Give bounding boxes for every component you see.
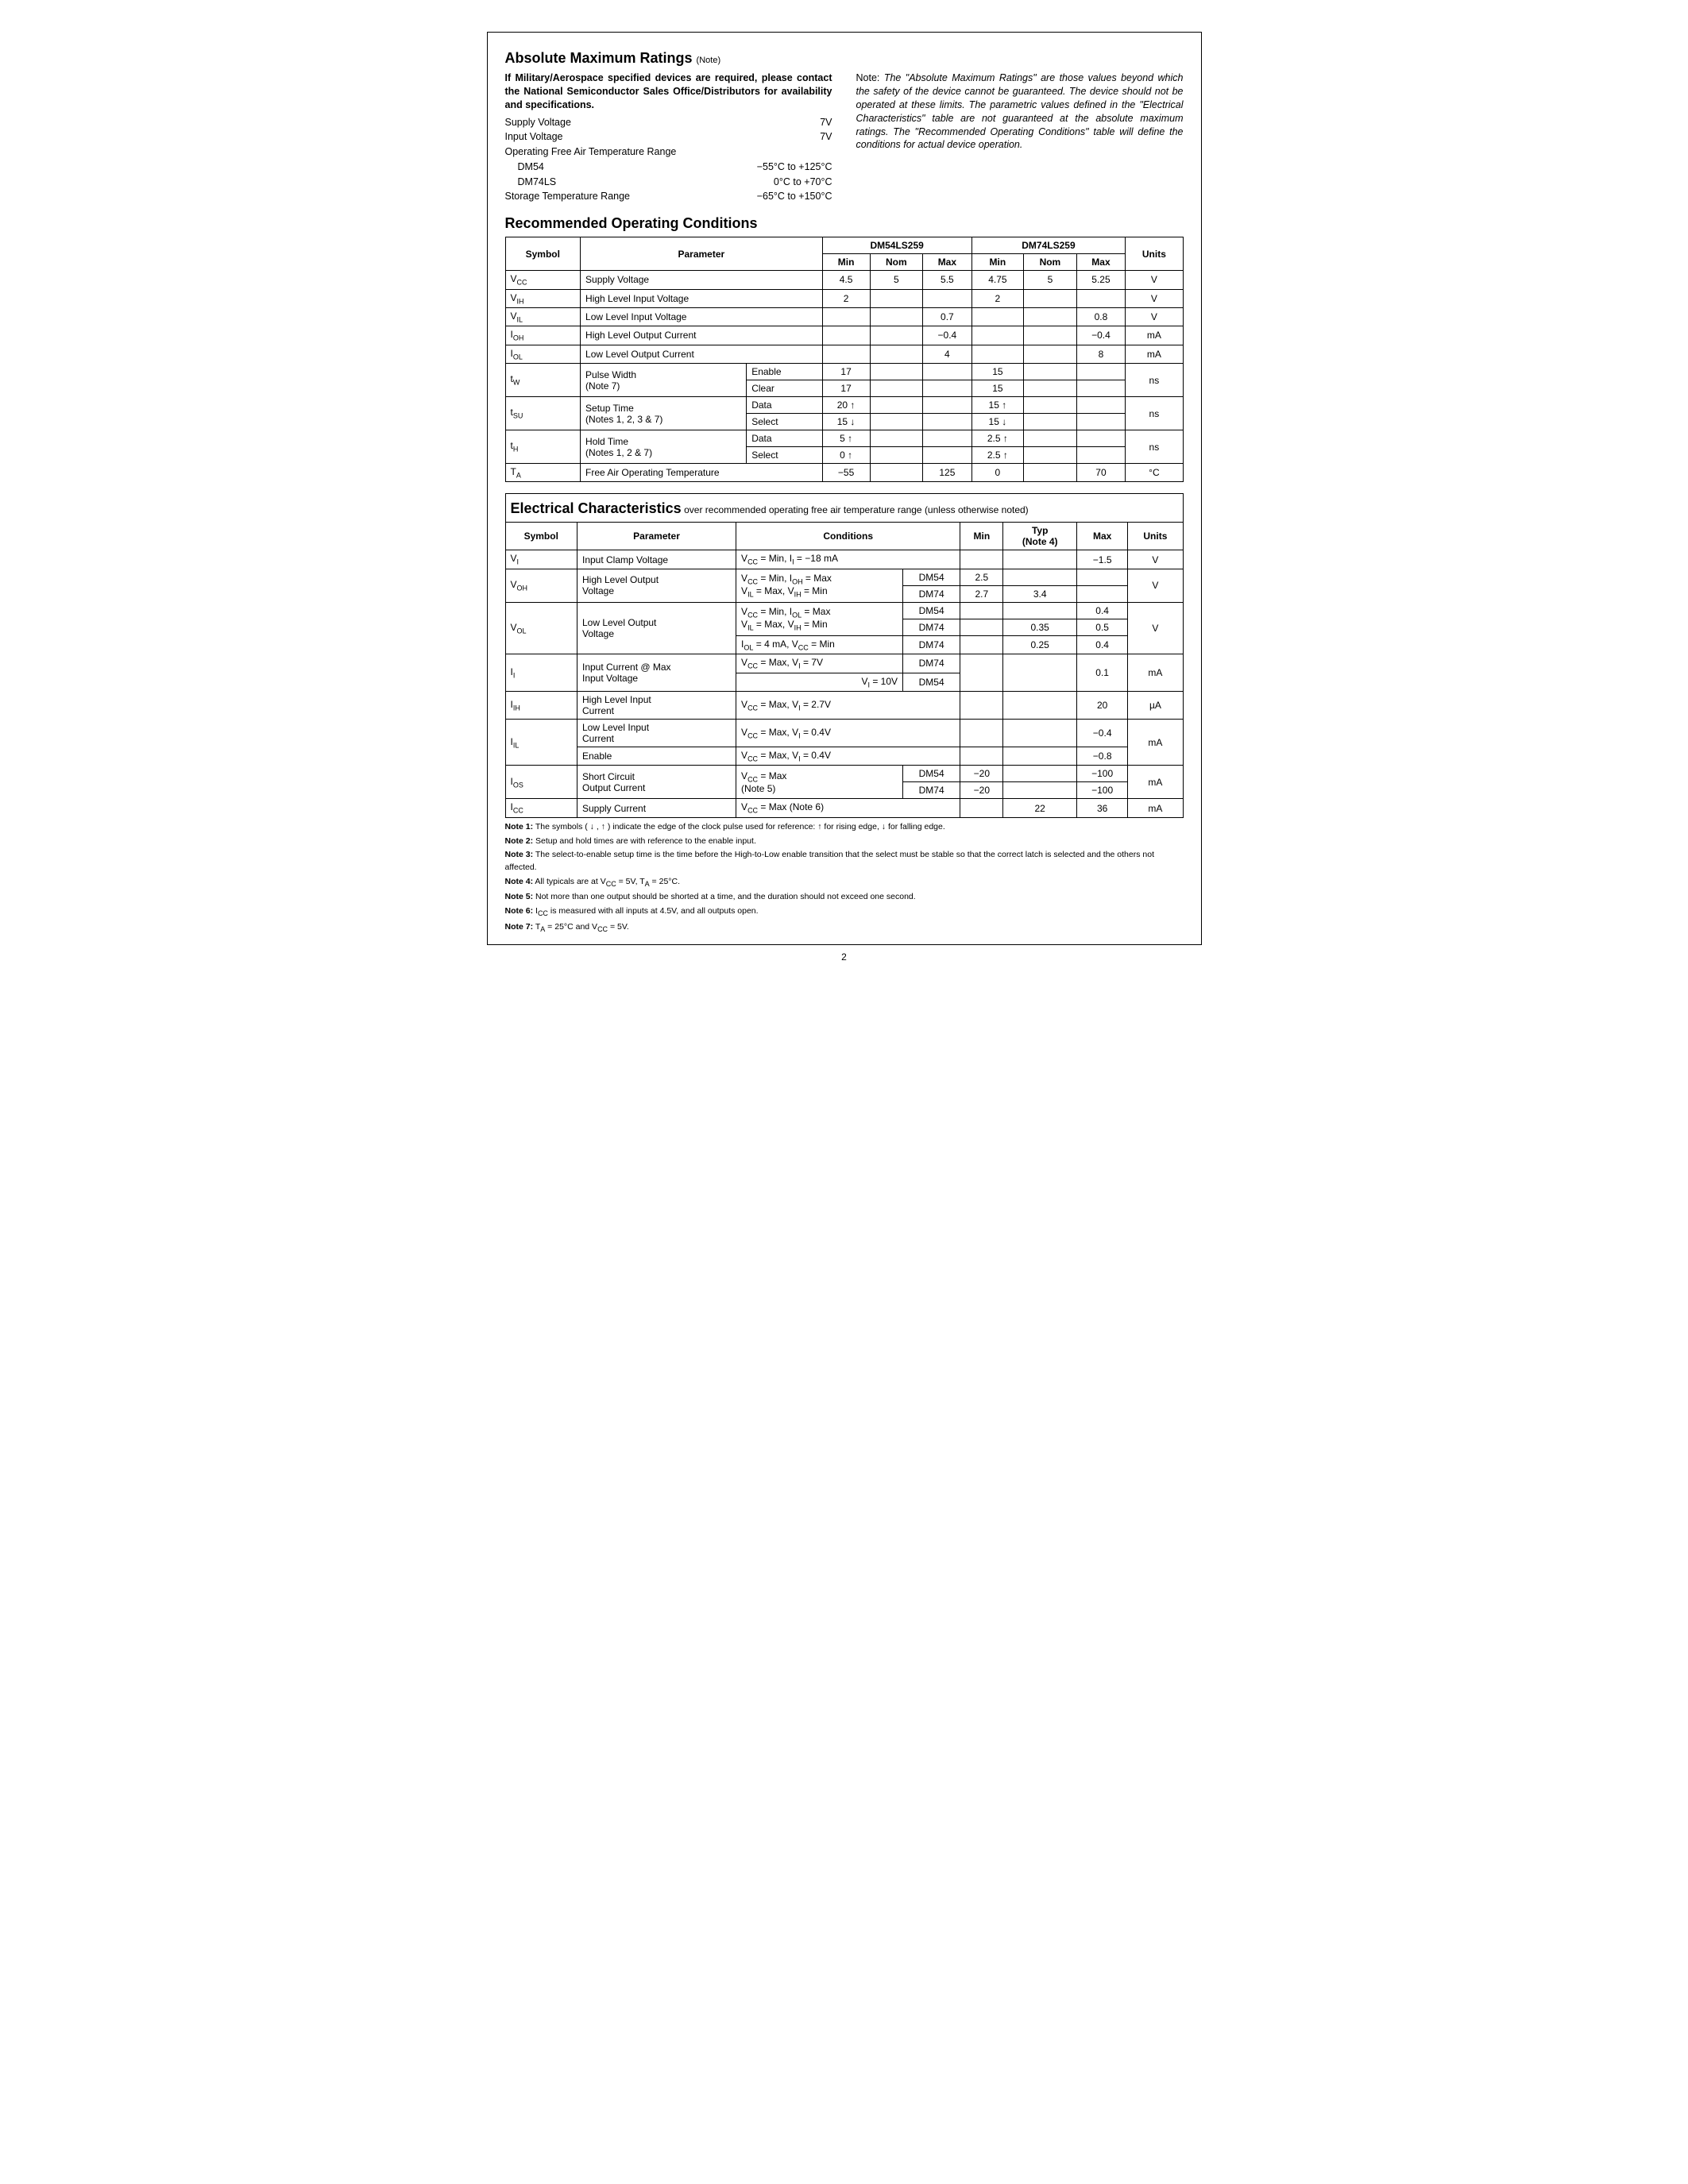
table-row: VIH High Level Input Voltage 2 2 V (505, 289, 1183, 307)
table-row: IOH High Level Output Current −0.4 −0.4 … (505, 326, 1183, 345)
roc-h-nom2: Nom (1024, 254, 1077, 271)
ec-h-symbol: Symbol (505, 523, 577, 550)
amr-note-prefix: Note: (856, 72, 880, 83)
table-row: VIL Low Level Input Voltage 0.7 0.8 V (505, 307, 1183, 326)
page-frame: Absolute Maximum Ratings (Note) If Milit… (487, 32, 1202, 945)
roc-h-nom1: Nom (870, 254, 923, 271)
amr-title-note: (Note) (697, 56, 721, 65)
ec-h-units: Units (1128, 523, 1183, 550)
roc-h-part1: DM54LS259 (822, 237, 971, 254)
table-row: TA Free Air Operating Temperature −55125… (505, 464, 1183, 482)
rating-line: DM74LS0°C to +70°C (505, 175, 832, 190)
amr-title-text: Absolute Maximum Ratings (505, 50, 693, 66)
table-row: tHHold Time(Notes 1, 2 & 7)Data 5 ↑ 2.5 … (505, 430, 1183, 447)
amr-rows: Supply Voltage7VInput Voltage7VOperating… (505, 115, 832, 205)
ec-table: Electrical Characteristics over recommen… (505, 493, 1184, 817)
ec-h-parameter: Parameter (577, 523, 736, 550)
ec-body: VIInput Clamp Voltage VCC = Min, II = −1… (505, 550, 1183, 817)
amr-left-col: If Military/Aerospace specified devices … (505, 71, 832, 204)
roc-h-min1: Min (822, 254, 870, 271)
roc-h-symbol: Symbol (505, 237, 581, 271)
note-line: Note 4: All typicals are at VCC = 5V, TA… (505, 876, 1184, 890)
page-number: 2 (487, 951, 1202, 963)
ec-h-max: Max (1077, 523, 1128, 550)
roc-h-part2: DM74LS259 (971, 237, 1126, 254)
notes-block: Note 1: The symbols ( ↓ , ↑ ) indicate t… (505, 821, 1184, 936)
rating-line: Input Voltage7V (505, 129, 832, 145)
amr-military-text: If Military/Aerospace specified devices … (505, 71, 832, 112)
ec-h-typ: Typ(Note 4) (1003, 523, 1077, 550)
table-row: tSUSetup Time(Notes 1, 2, 3 & 7)Data 20 … (505, 397, 1183, 414)
amr-title: Absolute Maximum Ratings (Note) (505, 50, 1184, 67)
roc-h-min2: Min (971, 254, 1023, 271)
table-row: EnableVCC = Max, VI = 0.4V−0.8 (505, 747, 1183, 766)
note-line: Note 2: Setup and hold times are with re… (505, 835, 1184, 848)
ec-h-min: Min (960, 523, 1003, 550)
table-row: IIInput Current @ MaxInput VoltageVCC = … (505, 654, 1183, 673)
table-row: VOLLow Level OutputVoltageVCC = Min, IOL… (505, 602, 1183, 619)
roc-h-max1: Max (923, 254, 972, 271)
roc-body: VCC Supply Voltage 4.555.5 4.7555.25 V V… (505, 271, 1183, 482)
roc-h-units: Units (1126, 237, 1183, 271)
table-row: ICCSupply Current VCC = Max (Note 6) 223… (505, 799, 1183, 817)
amr-two-col: If Military/Aerospace specified devices … (505, 71, 1184, 204)
table-row: IIHHigh Level InputCurrent VCC = Max, VI… (505, 692, 1183, 720)
note-line: Note 7: TA = 25°C and VCC = 5V. (505, 921, 1184, 936)
roc-h-max2: Max (1076, 254, 1126, 271)
rating-line: Operating Free Air Temperature Range (505, 145, 832, 160)
ec-title: Electrical Characteristics (511, 500, 682, 516)
rating-line: Storage Temperature Range−65°C to +150°C (505, 189, 832, 204)
roc-section: Recommended Operating Conditions Symbol … (505, 215, 1184, 482)
rating-line: Supply Voltage7V (505, 115, 832, 130)
table-row: VOHHigh Level OutputVoltageVCC = Min, IO… (505, 569, 1183, 585)
table-row: VIInput Clamp Voltage VCC = Min, II = −1… (505, 550, 1183, 569)
ec-h-conditions: Conditions (736, 523, 960, 550)
note-line: Note 3: The select-to-enable setup time … (505, 849, 1184, 874)
amr-note-text: The "Absolute Maximum Ratings" are those… (856, 72, 1184, 150)
roc-title: Recommended Operating Conditions (505, 215, 1184, 232)
rating-line: DM54−55°C to +125°C (505, 160, 832, 175)
amr-note: Note: The "Absolute Maximum Ratings" are… (856, 71, 1184, 204)
table-row: VCC Supply Voltage 4.555.5 4.7555.25 V (505, 271, 1183, 289)
ec-title-sub: over recommended operating free air temp… (684, 504, 1029, 515)
table-row: IOSShort CircuitOutput CurrentVCC = Max(… (505, 766, 1183, 782)
roc-table: Symbol Parameter DM54LS259 DM74LS259 Uni… (505, 237, 1184, 482)
note-line: Note 5: Not more than one output should … (505, 891, 1184, 904)
note-line: Note 1: The symbols ( ↓ , ↑ ) indicate t… (505, 821, 1184, 834)
roc-h-parameter: Parameter (581, 237, 823, 271)
ec-section: Electrical Characteristics over recommen… (505, 493, 1184, 935)
table-row: IOL Low Level Output Current 4 8 mA (505, 345, 1183, 363)
note-line: Note 6: ICC is measured with all inputs … (505, 905, 1184, 920)
table-row: tWPulse Width(Note 7)Enable 17 15ns (505, 364, 1183, 380)
table-row: IILLow Level InputCurrentVCC = Max, VI =… (505, 720, 1183, 747)
